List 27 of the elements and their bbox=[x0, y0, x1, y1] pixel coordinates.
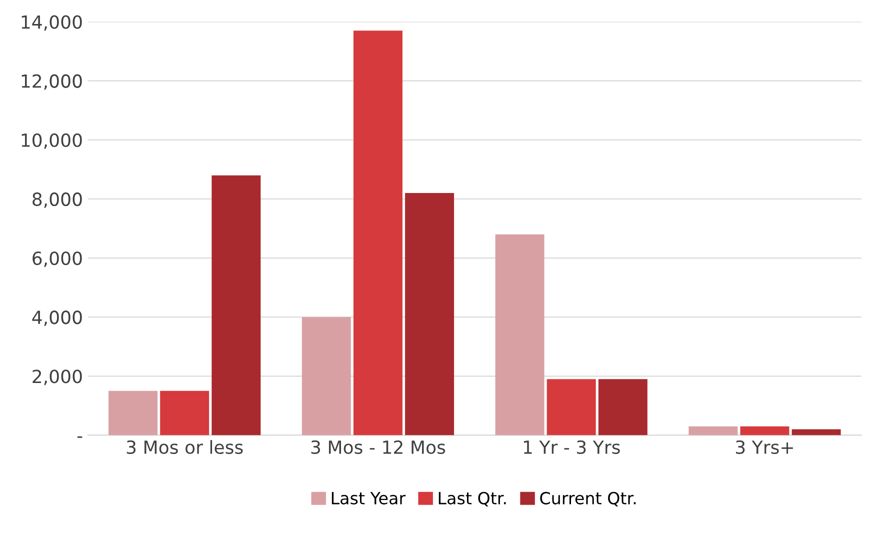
x-tick-label: 3 Mos - 12 Mos bbox=[311, 440, 446, 454]
bar bbox=[212, 175, 261, 436]
legend-label: Last Year bbox=[332, 492, 406, 504]
bar bbox=[302, 317, 351, 436]
legend-label: Current Qtr. bbox=[540, 492, 636, 506]
y-tick-label: 12,000 bbox=[22, 74, 82, 90]
bar bbox=[740, 426, 790, 436]
y-tick-label: 2,000 bbox=[32, 370, 82, 386]
y-tick-label: 10,000 bbox=[22, 133, 82, 149]
y-tick-label: 14,000 bbox=[22, 15, 82, 31]
bar bbox=[160, 390, 210, 436]
bar bbox=[495, 234, 544, 436]
y-tick-label: - bbox=[77, 436, 82, 438]
bar bbox=[546, 379, 596, 436]
bar bbox=[108, 390, 158, 436]
bar bbox=[598, 379, 648, 436]
bar bbox=[353, 30, 402, 436]
bar bbox=[688, 426, 738, 436]
bar bbox=[792, 429, 841, 436]
legend-label: Last Qtr. bbox=[438, 492, 506, 506]
bar bbox=[405, 193, 454, 436]
x-tick-label: 1 Yr - 3 Yrs bbox=[524, 440, 620, 454]
y-tick-label: 4,000 bbox=[32, 310, 82, 326]
x-tick-label: 3 Mos or less bbox=[126, 440, 243, 454]
x-tick-label: 3 Yrs+ bbox=[736, 440, 793, 454]
y-tick-label: 6,000 bbox=[32, 251, 82, 267]
y-tick-label: 8,000 bbox=[32, 192, 82, 208]
